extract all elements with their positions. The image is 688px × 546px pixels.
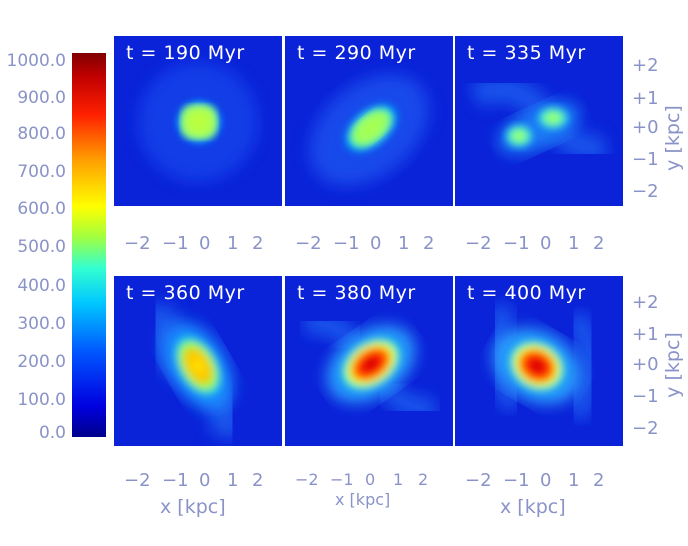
colorbar-tick: 200.0 (17, 352, 66, 372)
y-tick: +2 (632, 55, 659, 76)
density-panel-6: t = 400 Myr (455, 276, 623, 446)
density-panel-4: t = 360 Myr (114, 276, 282, 446)
x-tick: −1 (503, 470, 530, 491)
x-tick: −2 (465, 233, 492, 254)
y-axis-title: y [kpc] (661, 332, 684, 398)
x-tick: 1 (393, 470, 404, 489)
x-tick: −1 (333, 233, 360, 254)
x-tick: −1 (503, 233, 530, 254)
colorbar-tick: 0.0 (38, 423, 66, 443)
y-tick: +0 (632, 117, 659, 138)
y-tick: +0 (632, 354, 659, 375)
x-tick: 1 (227, 233, 239, 254)
density-panel-1: t = 190 Myr (114, 36, 282, 206)
y-tick: −2 (632, 418, 659, 439)
x-tick: −1 (162, 233, 189, 254)
y-axis-title: y [kpc] (661, 105, 684, 171)
x-axis-title: x [kpc] (500, 496, 566, 518)
colorbar-tick: 100.0 (17, 390, 66, 410)
y-tick: +2 (632, 292, 659, 313)
colorbar-tick: 700.0 (17, 162, 66, 182)
x-tick: 2 (593, 233, 605, 254)
x-tick: 2 (423, 233, 435, 254)
colorbar-tick: 800.0 (17, 124, 66, 144)
colorbar-tick: 300.0 (17, 314, 66, 334)
x-tick: −2 (295, 233, 322, 254)
x-axis-title: x [kpc] (335, 490, 391, 509)
time-label: t = 290 Myr (297, 42, 416, 64)
colorbar-tick: 1000.0 (6, 51, 66, 71)
x-tick: 0 (540, 470, 552, 491)
x-tick: −2 (124, 233, 151, 254)
density-panel-2: t = 290 Myr (285, 36, 453, 206)
x-tick: 1 (398, 233, 410, 254)
time-label: t = 335 Myr (467, 42, 586, 64)
time-label: t = 400 Myr (467, 282, 586, 304)
time-label: t = 360 Myr (126, 282, 245, 304)
x-tick: 1 (227, 470, 239, 491)
colorbar-tick: 500.0 (17, 237, 66, 257)
x-tick: 2 (593, 470, 605, 491)
x-tick: −1 (330, 470, 354, 489)
x-tick: 0 (540, 233, 552, 254)
x-tick: −1 (162, 470, 189, 491)
x-tick: 1 (568, 233, 580, 254)
density-panel-3: t = 335 Myr (455, 36, 623, 206)
x-tick: −2 (124, 470, 151, 491)
time-label: t = 380 Myr (297, 282, 416, 304)
x-tick: 0 (365, 470, 376, 489)
x-tick: 2 (252, 233, 264, 254)
x-tick: 2 (418, 470, 429, 489)
x-tick: 0 (199, 470, 211, 491)
y-tick: +1 (632, 324, 659, 345)
x-tick: −2 (295, 470, 319, 489)
colorbar (72, 53, 106, 437)
time-label: t = 190 Myr (126, 42, 245, 64)
x-tick: −2 (465, 470, 492, 491)
x-tick: 0 (199, 233, 211, 254)
x-tick: 2 (252, 470, 264, 491)
colorbar-tick: 900.0 (17, 88, 66, 108)
colorbar-tick: 600.0 (17, 199, 66, 219)
colorbar-tick: 400.0 (17, 276, 66, 296)
x-axis-title: x [kpc] (160, 496, 226, 518)
y-tick: +1 (632, 88, 659, 109)
x-tick: 0 (370, 233, 382, 254)
density-panel-5: t = 380 Myr (285, 276, 453, 446)
y-tick: −2 (632, 181, 659, 202)
y-tick: −1 (632, 386, 659, 407)
y-tick: −1 (632, 149, 659, 170)
x-tick: 1 (568, 470, 580, 491)
